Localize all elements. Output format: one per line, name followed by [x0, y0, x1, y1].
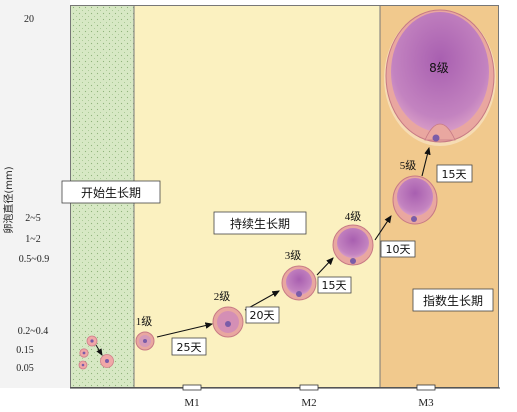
follicle-level-5: [392, 175, 438, 225]
primordial-follicle-3: [78, 360, 88, 370]
duration-2: 20天: [250, 309, 275, 322]
duration-box-1: [171, 337, 207, 356]
start-arrow: [95, 344, 103, 356]
duration-box-4: [380, 240, 416, 258]
level-1-label: 1级: [136, 315, 153, 328]
duration-5: 15天: [442, 168, 467, 181]
x-label-m1: M1: [184, 397, 199, 409]
duration-box-3: [317, 276, 352, 294]
phase-exponential-label: 指数生长期: [423, 293, 483, 308]
follicle-level-3: [281, 265, 317, 301]
primordial-follicle-4: [100, 354, 114, 368]
y-tick-005: 0.05: [16, 363, 34, 374]
y-tick-02-04: 0.2~0.4: [18, 326, 48, 337]
level-2-label: 2级: [214, 290, 231, 303]
arrow-1-to-2: [156, 322, 214, 338]
duration-3: 15天: [322, 279, 347, 292]
y-tick-015: 0.15: [16, 345, 34, 356]
y-tick-20: 20: [24, 14, 34, 25]
y-tick-2-5: 2~5: [25, 213, 40, 224]
follicle-level-2: [212, 306, 244, 338]
follicle-level-1: [135, 331, 155, 351]
level-5-label: 5级: [400, 159, 417, 172]
phase-start-label: 开始生长期: [81, 186, 141, 200]
y-tick-05-09: 0.5~0.9: [19, 254, 49, 265]
y-axis-title: 卵泡直径(mm): [2, 166, 15, 233]
duration-4: 10天: [386, 243, 411, 256]
level-4-label: 4级: [345, 210, 362, 223]
axis-panel: [0, 0, 70, 388]
primordial-follicle-2: [79, 348, 89, 358]
x-tick-m3: [416, 384, 436, 391]
phase-exponential-label-box: [412, 288, 494, 312]
x-label-m3: M3: [418, 397, 434, 409]
follicle-level-4: [332, 224, 374, 266]
arrow-4-to-5: [374, 215, 392, 241]
phase-continuous-label: 持续生长期: [230, 216, 290, 231]
phase-continuous-bg: [134, 5, 380, 388]
duration-box-5: [436, 164, 473, 183]
phase-continuous-label-box: [213, 211, 307, 235]
arrow-5-to-8: [421, 146, 431, 177]
primordial-follicle-1: [86, 335, 98, 347]
y-tick-1-2: 1~2: [25, 234, 40, 245]
duration-1: 25天: [177, 341, 202, 354]
level-8-label: 8级: [429, 61, 449, 75]
x-tick-m1: [182, 384, 202, 391]
level-3-label: 3级: [285, 249, 302, 262]
follicle-level-8: [384, 9, 496, 146]
phase-start-label-box: [61, 180, 161, 204]
x-label-m2: M2: [301, 397, 316, 409]
arrow-3-to-4: [316, 257, 334, 276]
x-tick-m2: [299, 384, 319, 391]
duration-box-2: [245, 306, 280, 324]
